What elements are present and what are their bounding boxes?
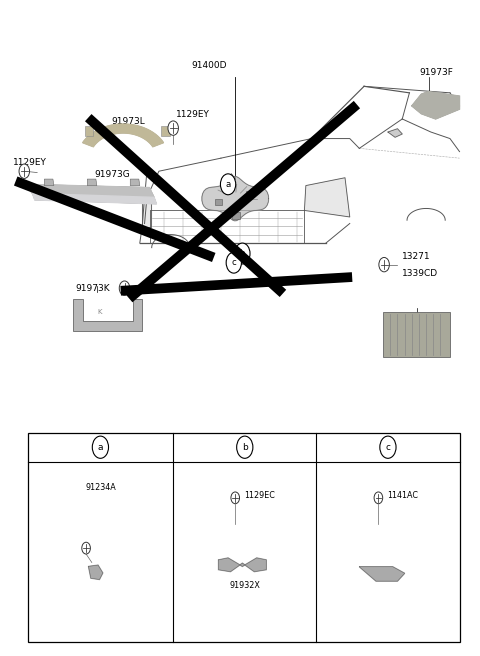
Polygon shape [218,558,266,571]
Circle shape [92,436,108,459]
Text: c: c [385,443,390,452]
Text: 91973K: 91973K [75,284,110,293]
Circle shape [235,243,250,264]
Polygon shape [161,127,170,136]
Text: b: b [240,249,245,258]
Polygon shape [246,191,253,197]
Polygon shape [360,567,405,581]
Circle shape [226,252,241,273]
Text: 1327AC: 1327AC [130,285,166,295]
Polygon shape [87,179,97,186]
Circle shape [237,436,253,459]
Text: 91973E: 91973E [387,319,422,329]
Text: 13271: 13271 [402,253,431,261]
Text: K: K [97,309,101,315]
Text: 1141AC: 1141AC [387,491,418,500]
Circle shape [19,164,30,178]
Text: 91400D: 91400D [191,61,227,70]
Circle shape [380,436,396,459]
Polygon shape [85,127,94,136]
Polygon shape [88,565,103,579]
Circle shape [220,174,236,195]
Polygon shape [33,194,156,204]
Text: 91973L: 91973L [111,117,145,125]
Polygon shape [388,129,402,137]
Polygon shape [304,178,350,217]
Text: 1129EC: 1129EC [244,491,275,500]
Text: 1339CD: 1339CD [402,268,438,277]
Text: 91973G: 91973G [95,170,130,179]
Polygon shape [232,213,240,219]
Text: b: b [242,443,248,452]
Text: a: a [97,443,103,452]
Polygon shape [73,298,142,331]
Polygon shape [215,199,222,205]
Circle shape [168,121,179,135]
Polygon shape [202,176,269,221]
Polygon shape [142,201,151,227]
Polygon shape [28,432,459,642]
Polygon shape [83,124,164,147]
Text: 91932X: 91932X [229,581,260,590]
Polygon shape [25,184,154,197]
Polygon shape [44,179,54,186]
Polygon shape [412,92,459,119]
Text: 1129EY: 1129EY [13,157,47,167]
Text: c: c [231,258,236,267]
Polygon shape [130,179,140,186]
Circle shape [379,257,389,272]
Circle shape [231,492,240,504]
Circle shape [119,281,130,295]
Circle shape [82,543,90,554]
Polygon shape [383,312,450,358]
Text: 91234A: 91234A [85,483,116,493]
Text: 91973F: 91973F [419,68,453,77]
Text: a: a [226,180,231,189]
Text: 1129EY: 1129EY [176,110,209,119]
Circle shape [374,492,383,504]
